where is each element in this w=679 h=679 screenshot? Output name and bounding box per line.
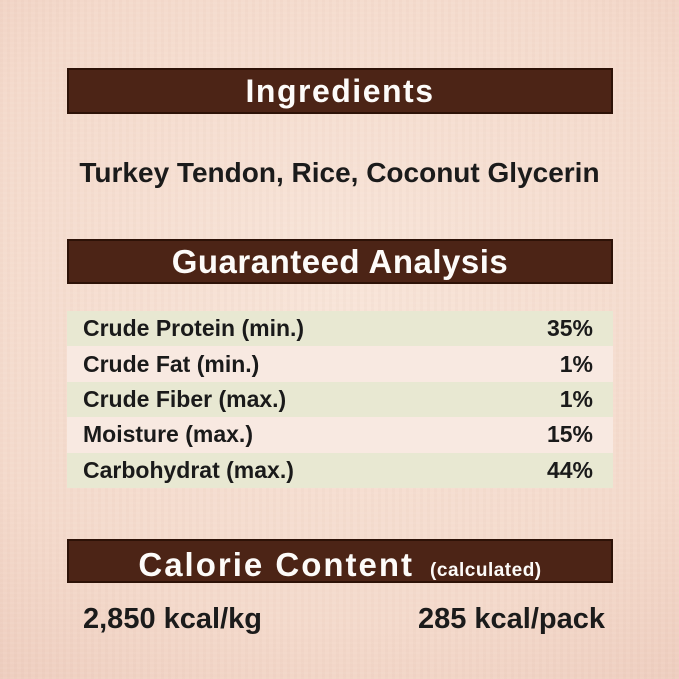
table-row: Moisture (max.) 15% bbox=[67, 417, 613, 453]
guaranteed-analysis-table: Crude Protein (min.) 35% Crude Fat (min.… bbox=[67, 311, 613, 488]
calorie-content-header-bar: Calorie Content (calculated) bbox=[67, 539, 613, 583]
calorie-content-header-title: Calorie Content bbox=[138, 546, 415, 583]
row-label: Crude Fiber (max.) bbox=[83, 385, 287, 412]
calorie-per-pack: 285 kcal/pack bbox=[417, 603, 605, 635]
ingredients-list: Turkey Tendon, Rice, Coconut Glycerin bbox=[79, 157, 600, 188]
table-row: Carbohydrat (max.) 44% bbox=[67, 452, 613, 488]
row-value: 1% bbox=[559, 350, 593, 377]
row-label: Moisture (max.) bbox=[83, 421, 253, 448]
guaranteed-analysis-header-title: Guaranteed Analysis bbox=[171, 242, 509, 280]
guaranteed-analysis-header-bar: Guaranteed Analysis bbox=[67, 239, 613, 284]
calorie-content-header-note: (calculated) bbox=[430, 560, 542, 581]
row-value: 44% bbox=[546, 456, 593, 483]
row-value: 1% bbox=[559, 385, 593, 412]
table-row: Crude Protein (min.) 35% bbox=[67, 311, 613, 347]
ingredients-header-bar: Ingredients bbox=[67, 68, 613, 114]
table-row: Crude Fat (min.) 1% bbox=[67, 346, 613, 382]
calorie-values-row: 2,850 kcal/kg 285 kcal/pack bbox=[67, 602, 613, 636]
row-label: Crude Protein (min.) bbox=[83, 315, 305, 342]
calorie-per-kg: 2,850 kcal/kg bbox=[83, 603, 262, 635]
table-row: Crude Fiber (max.) 1% bbox=[67, 381, 613, 418]
row-label: Carbohydrat (max.) bbox=[83, 456, 294, 483]
row-value: 35% bbox=[546, 315, 593, 342]
row-value: 15% bbox=[546, 421, 593, 448]
row-label: Crude Fat (min.) bbox=[83, 350, 260, 377]
ingredients-header-title: Ingredients bbox=[245, 72, 435, 109]
